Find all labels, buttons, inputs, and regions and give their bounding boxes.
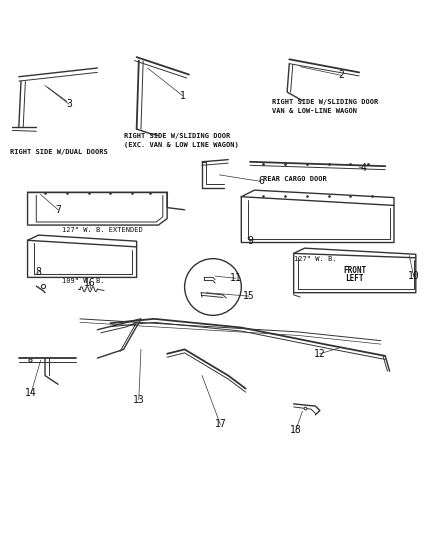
Text: 14: 14 bbox=[25, 388, 37, 398]
Text: 3: 3 bbox=[66, 99, 72, 109]
Text: 1: 1 bbox=[179, 91, 185, 101]
Text: RIGHT SIDE W/SLIDING DOOR: RIGHT SIDE W/SLIDING DOOR bbox=[123, 133, 229, 139]
Text: 4: 4 bbox=[360, 163, 366, 173]
Text: VAN & LOW-LINE WAGON: VAN & LOW-LINE WAGON bbox=[271, 108, 356, 114]
Text: 13: 13 bbox=[133, 394, 145, 405]
Text: LEFT: LEFT bbox=[345, 274, 363, 283]
Text: (EXC. VAN & LOW LINE WAGON): (EXC. VAN & LOW LINE WAGON) bbox=[123, 142, 238, 148]
Text: RIGHT SIDE W/DUAL DOORS: RIGHT SIDE W/DUAL DOORS bbox=[10, 149, 108, 156]
Text: 12: 12 bbox=[313, 349, 325, 359]
Text: 6: 6 bbox=[258, 176, 263, 187]
Text: 15: 15 bbox=[243, 291, 254, 301]
Text: 127" W. B.: 127" W. B. bbox=[293, 256, 336, 262]
Text: 18: 18 bbox=[290, 425, 301, 435]
Text: 10: 10 bbox=[407, 271, 419, 281]
Text: 2: 2 bbox=[338, 70, 344, 80]
Text: 17: 17 bbox=[214, 419, 226, 430]
Text: RIGHT SIDE W/SLIDING DOOR: RIGHT SIDE W/SLIDING DOOR bbox=[271, 99, 377, 105]
Text: 127" W. B. EXTENDED: 127" W. B. EXTENDED bbox=[62, 228, 143, 233]
Text: 11: 11 bbox=[229, 273, 241, 283]
Text: 8: 8 bbox=[35, 267, 41, 277]
Text: 16: 16 bbox=[84, 278, 95, 288]
Text: FRONT: FRONT bbox=[343, 266, 365, 276]
Text: REAR CARGO DOOR: REAR CARGO DOOR bbox=[262, 176, 326, 182]
Text: 109" W. B.: 109" W. B. bbox=[62, 278, 105, 284]
Text: 9: 9 bbox=[247, 236, 252, 246]
Text: 7: 7 bbox=[55, 205, 61, 215]
